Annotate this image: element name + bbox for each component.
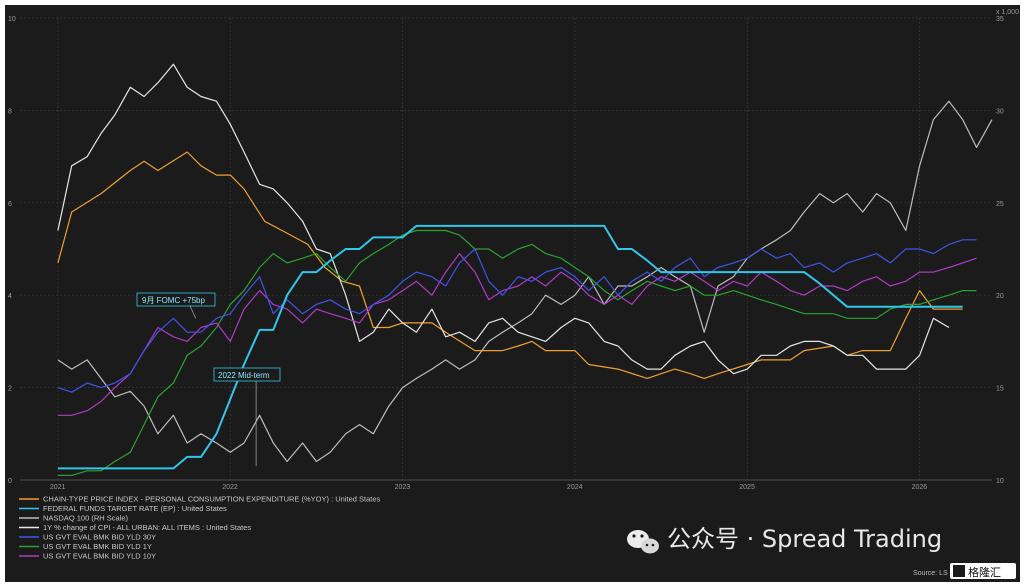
legend-entry: CHAIN-TYPE PRICE INDEX - PERSONAL CONSUM… [43,495,381,504]
right-tick-label: 35 [996,16,1004,23]
legend-entry: NASDAQ 100 (RH Scale) [43,514,129,523]
series-line-1 [57,224,963,470]
legend-entry: US GVT EVAL BMK BID YLD 10Y [43,552,156,561]
x-tick-label: 2022 [222,484,238,491]
annotation-fomc: 9月 FOMC +75bp [142,296,205,305]
legend-entry: 1Y % change of CPI - ALL URBAN: ALL ITEM… [43,523,251,532]
annotation-midterm: 2022 Mid-term [218,371,270,380]
right-axis-unit: x 1,000 [996,9,1019,16]
x-tick-label: 2026 [912,484,928,491]
wechat-icon [627,530,659,554]
right-tick-label: 30 [996,108,1004,115]
gelonghui-logo: 格隆汇 [950,563,1016,579]
annotation-box-fomc [136,292,216,307]
x-tick-label: 2025 [739,484,755,491]
series-line-0 [57,151,963,379]
left-tick-label: 8 [8,108,12,115]
watermark-text: 公众号 · Spread Trading [667,525,942,553]
annotation-box-midterm [213,367,281,382]
series-lines [57,63,993,476]
watermark: 公众号 · Spread Trading Source: LS 格隆汇 [627,525,1016,579]
chart-frame: 0 2 4 6 8 10 10 15 20 25 30 35 x 1,000 2021 2022 2023 20… [5,5,1020,582]
legend-entry: US GVT EVAL BMK BID YLD 1Y [43,542,152,551]
grid [20,17,992,481]
x-tick-label: 2023 [395,484,411,491]
left-tick-label: 2 [8,386,12,393]
x-tick-label: 2021 [50,484,66,491]
right-tick-label: 10 [996,478,1004,485]
x-tick-label: 2024 [567,484,583,491]
series-line-6 [57,253,977,416]
series-line-3 [57,63,950,375]
gelonghui-logo-text: 格隆汇 [968,565,1001,579]
left-tick-label: 10 [8,16,16,23]
legend: CHAIN-TYPE PRICE INDEX - PERSONAL CONSUM… [19,495,381,561]
right-tick-label: 15 [996,386,1004,393]
series-line-5 [57,229,977,476]
source-text: Source: LS [913,570,948,577]
legend-entry: FEDERAL FUNDS TARGET RATE (EP) : United … [43,504,227,513]
right-tick-label: 20 [996,293,1004,300]
left-tick-label: 0 [8,478,12,485]
legend-entry: US GVT EVAL BMK BID YLD 30Y [43,533,156,542]
series-line-4 [57,239,977,393]
annotations: 9月 FOMC +75bp 2022 Mid-term [136,292,281,467]
annotation-leader-fomc [189,305,197,319]
left-tick-label: 4 [8,293,12,300]
right-tick-label: 25 [996,201,1004,208]
series-line-2 [57,100,993,463]
left-tick-label: 6 [8,201,12,208]
